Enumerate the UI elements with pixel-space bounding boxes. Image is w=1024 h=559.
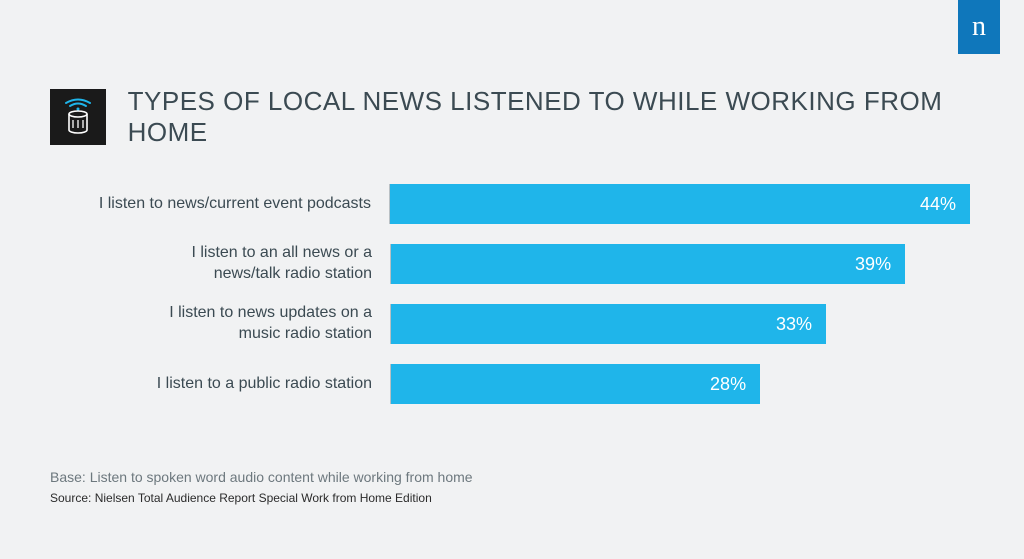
brand-logo-letter: n <box>972 11 986 43</box>
bar-label: I listen to news/current event podcasts <box>50 194 389 215</box>
bar-chart: I listen to news/current event podcasts 4… <box>50 180 970 420</box>
bar-track: 39% <box>390 244 970 284</box>
bar: 28% <box>391 364 760 404</box>
footer: Base: Listen to spoken word audio conten… <box>50 469 473 505</box>
bar-value: 44% <box>920 194 956 215</box>
bar-label: I listen to an all news or anews/talk ra… <box>50 243 390 285</box>
bar: 33% <box>391 304 826 344</box>
bar-row: I listen to news/current event podcasts 4… <box>50 180 970 228</box>
smart-speaker-icon <box>50 89 106 145</box>
bar-track: 28% <box>390 364 970 404</box>
footer-base: Base: Listen to spoken word audio conten… <box>50 469 473 485</box>
bar-value: 28% <box>710 374 746 395</box>
bar-row: I listen to a public radio station 28% <box>50 360 970 408</box>
bar-value: 39% <box>855 254 891 275</box>
bar-track: 44% <box>389 184 970 224</box>
bar: 44% <box>390 184 970 224</box>
chart-title: TYPES OF LOCAL NEWS LISTENED TO WHILE WO… <box>128 86 1024 148</box>
footer-source: Source: Nielsen Total Audience Report Sp… <box>50 491 473 505</box>
bar-label: I listen to news updates on amusic radio… <box>50 303 390 345</box>
bar-track: 33% <box>390 304 970 344</box>
bar: 39% <box>391 244 905 284</box>
brand-logo: n <box>958 0 1000 54</box>
page: n TYPES OF LOCAL NEWS LISTENED TO WHILE … <box>0 0 1024 559</box>
bar-row: I listen to an all news or anews/talk ra… <box>50 240 970 288</box>
bar-row: I listen to news updates on amusic radio… <box>50 300 970 348</box>
bar-value: 33% <box>776 314 812 335</box>
header: TYPES OF LOCAL NEWS LISTENED TO WHILE WO… <box>50 86 1024 148</box>
bar-label: I listen to a public radio station <box>50 374 390 395</box>
